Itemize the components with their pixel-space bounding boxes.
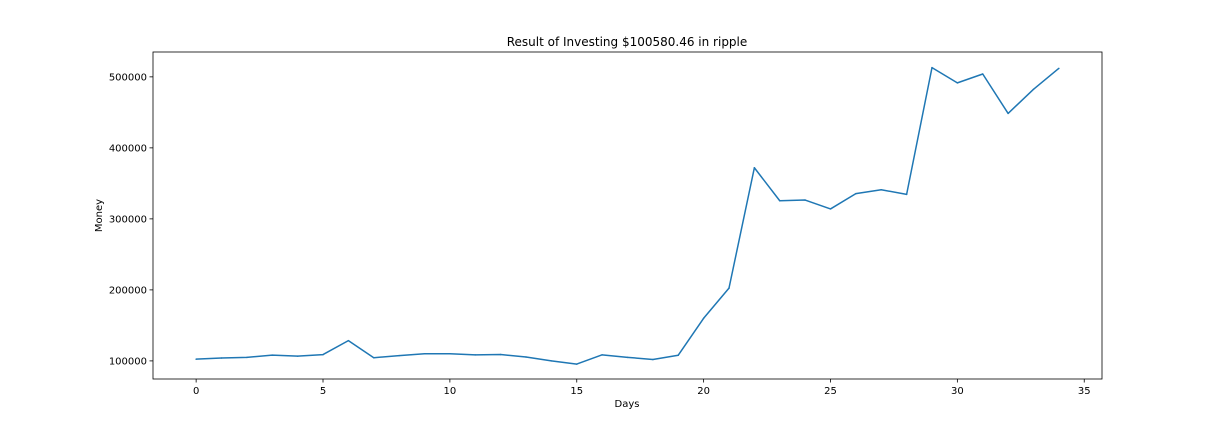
data-point: [601, 354, 603, 356]
data-point: [474, 354, 477, 356]
x-tick-label: 10: [444, 386, 457, 397]
data-point: [829, 208, 832, 210]
data-point: [271, 354, 274, 356]
data-point: [1058, 67, 1060, 70]
data-points: [195, 66, 1060, 365]
data-point: [322, 353, 324, 356]
plot-area: 0 5 10 15 20 25 30 35 100000 200000 300000 400000 5…: [109, 51, 1103, 397]
y-axis-label: Money: [94, 199, 105, 232]
data-point: [626, 356, 629, 359]
data-point: [702, 317, 705, 320]
y-axis-ticks: 100000 200000 300000 400000 500000: [109, 72, 153, 367]
x-tick-label: 0: [193, 386, 199, 397]
data-point: [576, 363, 578, 365]
data-point: [880, 189, 882, 191]
data-point: [728, 287, 730, 289]
y-tick-label: 100000: [109, 356, 147, 367]
x-tick-label: 5: [320, 386, 326, 397]
x-axis-label: Days: [615, 399, 640, 410]
data-point: [525, 356, 527, 358]
data-point: [956, 82, 959, 84]
x-axis-ticks: 0 5 10 15 20 25 30 35: [193, 379, 1091, 397]
x-tick-label: 35: [1078, 386, 1091, 397]
data-point: [778, 200, 781, 202]
data-point: [855, 192, 857, 195]
chart-title: Result of Investing $100580.46 in ripple: [507, 35, 748, 49]
y-tick-label: 300000: [109, 214, 147, 225]
data-point: [931, 66, 933, 69]
data-point: [905, 193, 908, 196]
data-point: [246, 356, 248, 359]
data-point: [804, 199, 806, 201]
data-point: [398, 354, 400, 357]
x-tick-label: 25: [824, 386, 837, 397]
data-point: [296, 355, 299, 357]
y-tick-label: 500000: [109, 72, 147, 83]
data-point: [1007, 112, 1009, 115]
data-point: [373, 356, 375, 359]
data-point: [195, 358, 197, 360]
axes-frame: [152, 51, 1103, 380]
data-point: [1032, 88, 1035, 91]
data-point: [652, 358, 654, 361]
y-tick-label: 200000: [109, 285, 147, 296]
x-tick-label: 30: [951, 386, 964, 397]
x-tick-label: 15: [570, 386, 583, 397]
data-point: [677, 354, 679, 356]
x-tick-label: 20: [697, 386, 710, 397]
data-point: [550, 360, 553, 362]
data-point: [499, 353, 502, 356]
data-point: [347, 339, 350, 342]
data-point: [449, 353, 451, 355]
data-point: [981, 73, 984, 75]
data-point: [753, 166, 756, 169]
y-tick-label: 400000: [109, 143, 147, 154]
data-point: [423, 353, 426, 355]
data-point: [220, 357, 223, 359]
